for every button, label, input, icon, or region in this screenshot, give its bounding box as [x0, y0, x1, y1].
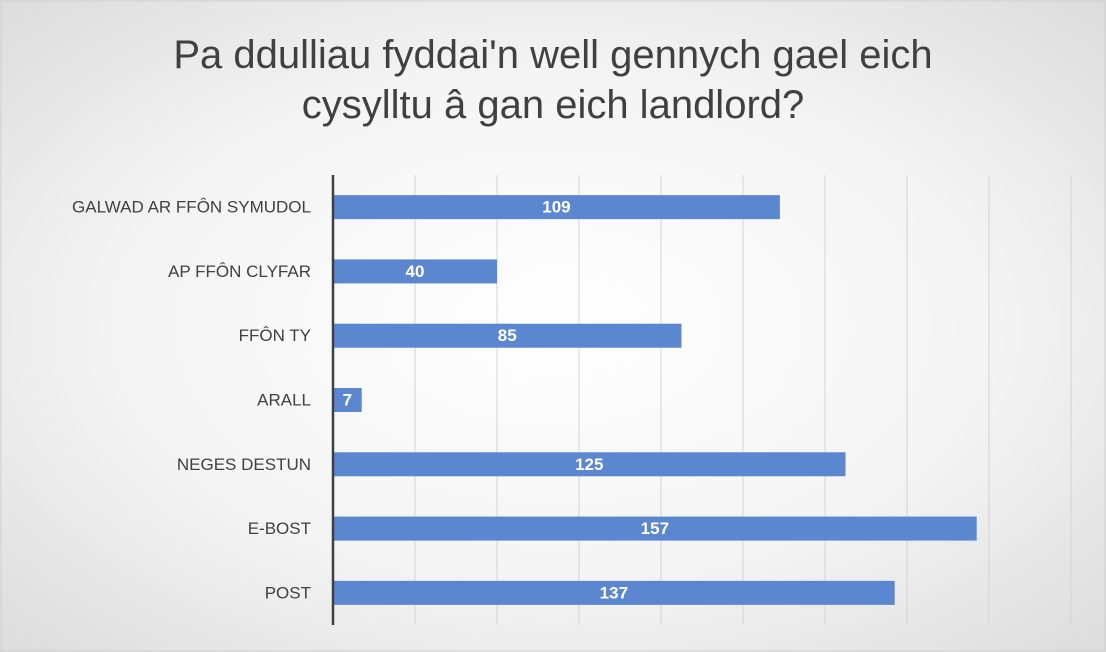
y-tick-label: E-BOST [248, 519, 311, 538]
data-label: 7 [343, 390, 352, 409]
bar [333, 388, 362, 412]
chart-title: Pa ddulliau fyddai'n well gennych gael e… [173, 33, 933, 127]
bar [333, 516, 977, 541]
data-label: 109 [542, 198, 570, 217]
data-label: 85 [498, 326, 517, 345]
bar [333, 195, 780, 220]
y-tick-label: POST [265, 583, 311, 602]
data-label: 157 [641, 519, 669, 538]
y-tick-label: FFÔN TY [239, 326, 311, 345]
data-label: 125 [575, 455, 603, 474]
bar [333, 580, 895, 605]
y-tick-label: GALWAD AR FFÔN SYMUDOL [72, 198, 311, 217]
bar [333, 259, 497, 284]
data-label: 40 [406, 262, 425, 281]
y-tick-label: AP FFÔN CLYFAR [168, 262, 311, 281]
bar [333, 452, 846, 477]
y-tick-label: ARALL [257, 390, 311, 409]
data-label: 137 [600, 583, 628, 602]
y-tick-label: NEGES DESTUN [177, 455, 311, 474]
bar [333, 323, 682, 348]
